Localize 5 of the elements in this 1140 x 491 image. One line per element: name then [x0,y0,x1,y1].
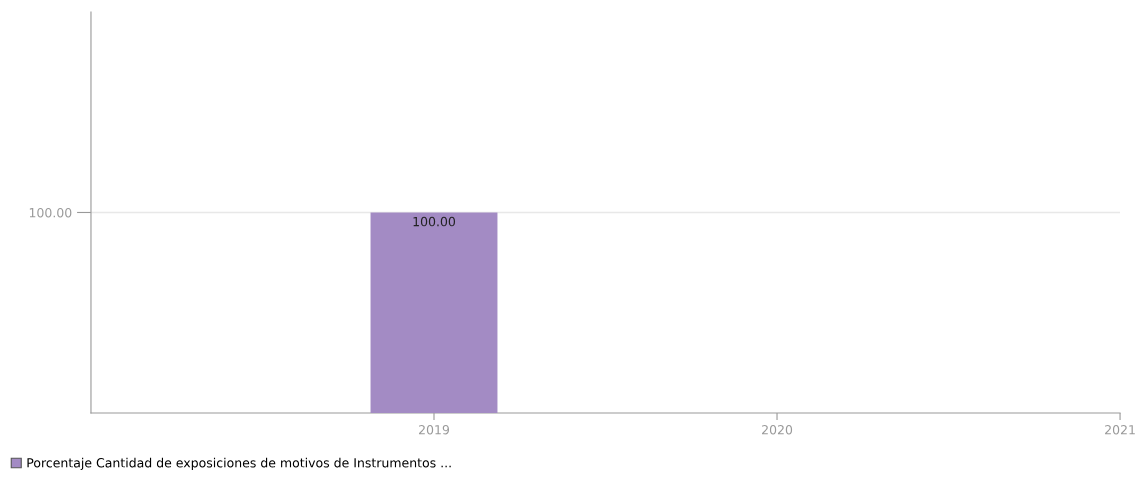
data-label: 100.00 [413,216,456,227]
x-tick-label: 2020 [762,425,793,435]
x-tick-label: 2019 [419,425,450,435]
x-tick-label: 2021 [1105,425,1135,435]
legend-label: Porcentaje Cantidad de exposiciones de motivos de Instrumentos ... [27,457,451,470]
